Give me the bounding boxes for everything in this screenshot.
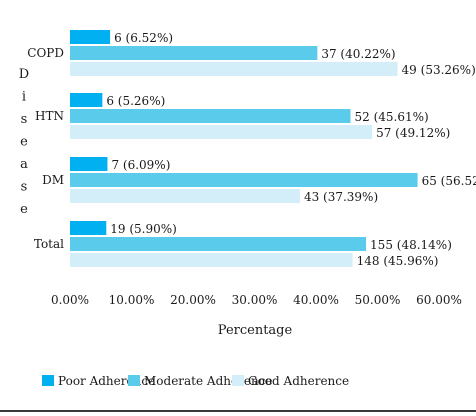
x-tick-labels: 0.00% 10.00% 20.00% 30.00% 40.00% 50.00% 60.00… bbox=[51, 293, 462, 307]
bottom-border bbox=[0, 410, 476, 412]
bar-data-label: 7 (6.09%) bbox=[111, 158, 170, 172]
bar-data-label: 52 (45.61%) bbox=[355, 110, 429, 124]
bar-moderate-adherence bbox=[70, 173, 418, 187]
x-tick-label: 60.00% bbox=[416, 293, 462, 307]
bar-data-label: 6 (6.52%) bbox=[114, 31, 173, 45]
x-tick-label: 20.00% bbox=[170, 293, 216, 307]
bar-moderate-adherence bbox=[70, 237, 367, 251]
category-label: COPD bbox=[27, 46, 64, 60]
x-tick-label: 30.00% bbox=[232, 293, 278, 307]
x-axis-label: Percentage bbox=[218, 323, 293, 338]
bar-data-label: 49 (53.26%) bbox=[402, 63, 476, 77]
legend-label: Poor Adherence bbox=[58, 374, 155, 388]
legend-swatch bbox=[42, 375, 54, 386]
x-tick-label: 10.00% bbox=[109, 293, 155, 307]
bar-good-adherence bbox=[70, 62, 398, 76]
bar-good-adherence bbox=[70, 253, 353, 267]
bar-data-label: 155 (48.14%) bbox=[370, 238, 452, 252]
bar-poor-adherence bbox=[70, 157, 108, 171]
bar-moderate-adherence bbox=[70, 46, 318, 60]
category-label: HTN bbox=[35, 109, 64, 123]
legend-swatch bbox=[232, 375, 244, 386]
legend-label: Good Adherence bbox=[248, 374, 349, 388]
bar-data-label: 19 (5.90%) bbox=[110, 222, 177, 236]
bar-data-label: 148 (45.96%) bbox=[357, 254, 439, 268]
x-tick-label: 0.00% bbox=[51, 293, 89, 307]
y-axis-label-letter: e bbox=[20, 202, 28, 217]
bar-moderate-adherence bbox=[70, 109, 351, 123]
bar-data-label: 57 (49.12%) bbox=[376, 126, 450, 140]
bar-good-adherence bbox=[70, 189, 300, 203]
category-label: DM bbox=[42, 173, 64, 187]
y-axis-label-letter: a bbox=[20, 157, 28, 172]
legend-swatch bbox=[128, 375, 140, 386]
bar-poor-adherence bbox=[70, 93, 103, 107]
bar-data-label: 43 (37.39%) bbox=[304, 190, 378, 204]
bar-data-label: 65 (56.52%) bbox=[422, 174, 476, 188]
bar-data-label: 6 (5.26%) bbox=[106, 94, 165, 108]
bar-poor-adherence bbox=[70, 221, 107, 235]
y-axis-label-letter: s bbox=[21, 180, 28, 195]
category-labels: COPD HTN DM Total bbox=[27, 46, 64, 251]
x-tick-label: 40.00% bbox=[293, 293, 339, 307]
y-axis-label-letter: D bbox=[19, 67, 29, 82]
bars bbox=[70, 30, 418, 267]
bar-data-label: 37 (40.22%) bbox=[321, 47, 395, 61]
bar-good-adherence bbox=[70, 125, 373, 139]
bar-data-labels: 6 (6.52%) 37 (40.22%) 49 (53.26%) 6 (5.26%)… bbox=[106, 31, 476, 268]
y-axis-label-letter: s bbox=[21, 112, 28, 127]
y-axis-label-letter: i bbox=[22, 90, 26, 105]
bar-poor-adherence bbox=[70, 30, 111, 44]
y-axis-label-letter: e bbox=[20, 135, 28, 150]
x-tick-label: 50.00% bbox=[355, 293, 401, 307]
category-label: Total bbox=[34, 237, 64, 251]
